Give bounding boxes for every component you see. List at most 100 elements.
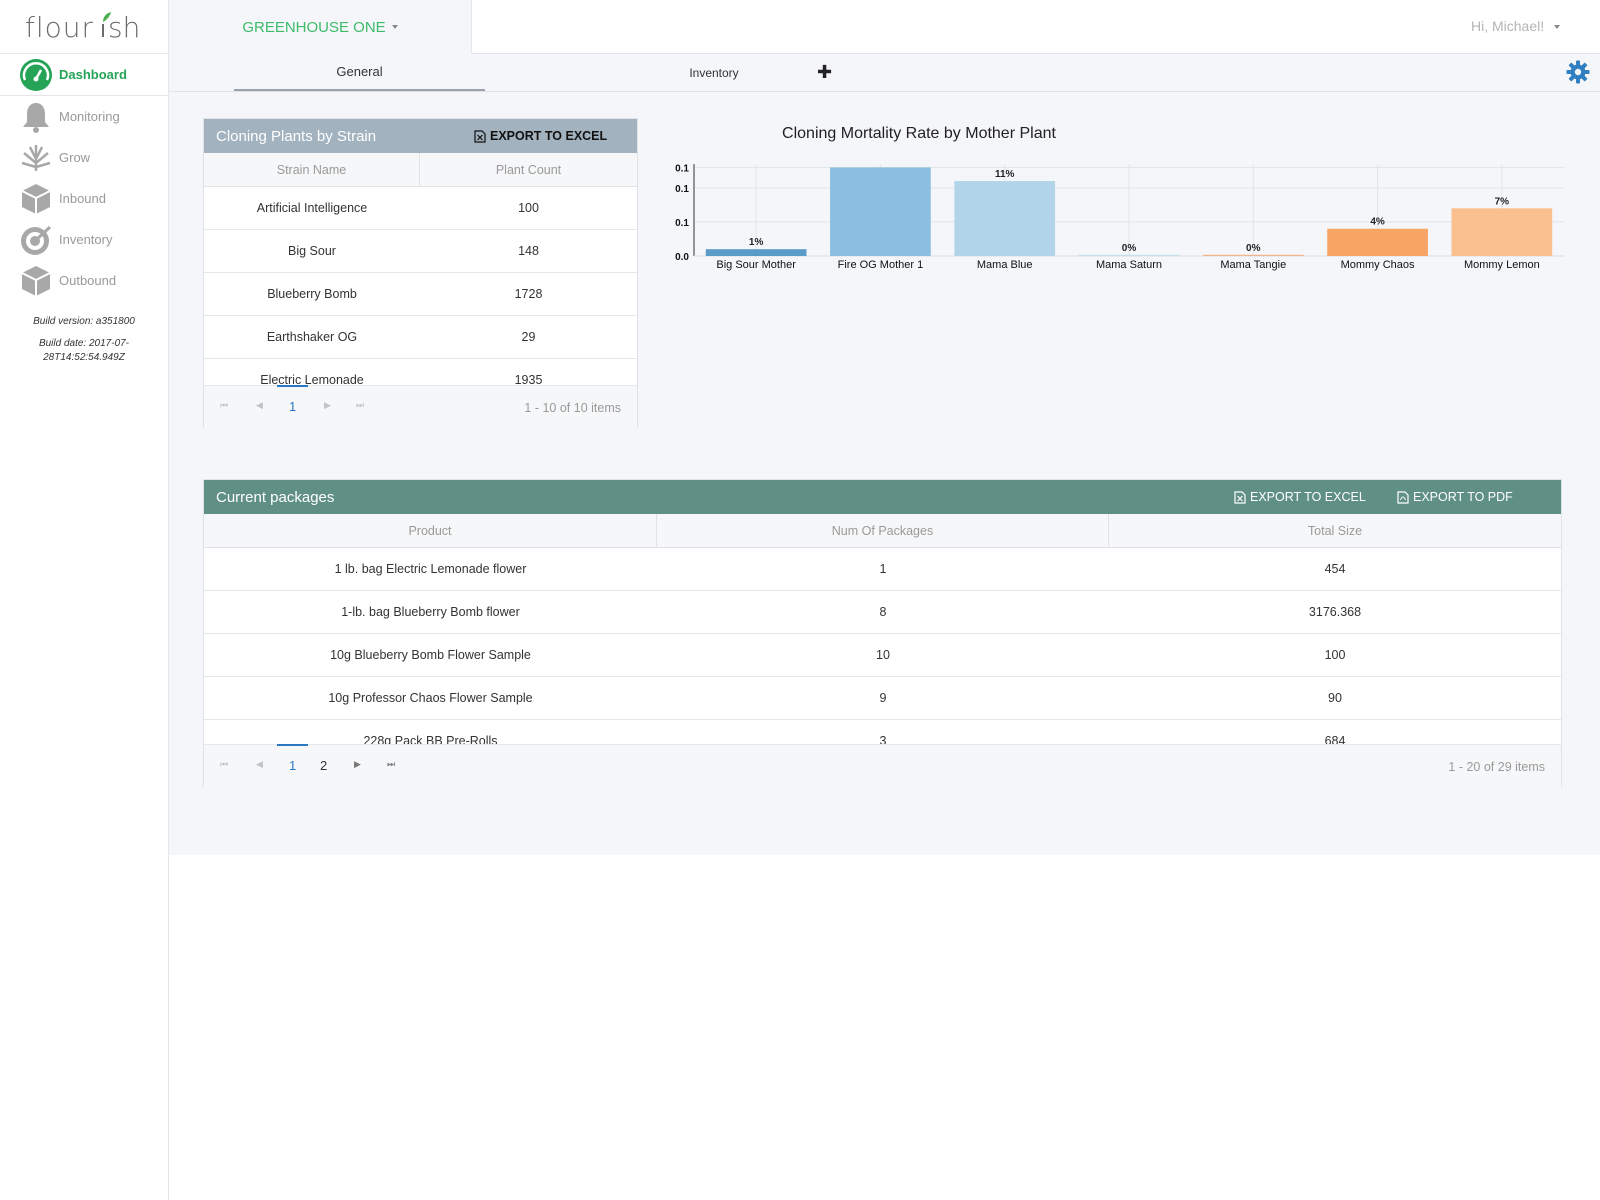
column-header-plant-count[interactable]: Plant Count xyxy=(495,162,562,177)
page-1-button[interactable]: 1 xyxy=(289,758,297,773)
first-page-icon[interactable]: ⏮ xyxy=(220,400,229,410)
strain-name-cell: Earthshaker OG xyxy=(266,330,358,344)
product-cell: 1-lb. bag Blueberry Bomb flower xyxy=(341,605,520,619)
first-page-icon[interactable]: ⏮ xyxy=(220,759,229,769)
next-page-icon[interactable]: ▶ xyxy=(324,400,331,410)
sidebar-item-monitoring[interactable]: Monitoring xyxy=(0,96,168,137)
sidebar-item-grow[interactable]: Grow xyxy=(0,137,168,178)
column-header-product[interactable]: Product xyxy=(204,514,657,547)
strain-grid-columns: Strain Name Plant Count xyxy=(204,153,637,187)
chart-title: Cloning Mortality Rate by Mother Plant xyxy=(782,125,1056,142)
packages-grid-columns: Product Num Of Packages Total Size xyxy=(204,514,1561,548)
total-size-cell: 90 xyxy=(1328,691,1342,705)
strain-grid: Cloning Plants by Strain EXPORT TO EXCEL… xyxy=(203,118,638,429)
table-row[interactable]: 1 lb. bag Electric Lemonade flower 1 454 xyxy=(204,548,1561,591)
table-row[interactable]: 1-lb. bag Blueberry Bomb flower 8 3176.3… xyxy=(204,591,1561,634)
sidebar-item-label: Monitoring xyxy=(59,109,120,124)
x-tick-label: Mommy Lemon xyxy=(1464,259,1540,271)
sidebar-item-inventory[interactable]: Inventory xyxy=(0,219,168,260)
box-out-icon xyxy=(18,263,53,298)
table-row[interactable]: Earthshaker OG 29 xyxy=(204,316,637,359)
export-excel-label: EXPORT TO EXCEL xyxy=(490,129,608,143)
plant-count-cell: 148 xyxy=(518,244,539,258)
num-packages-cell: 8 xyxy=(879,605,887,619)
packages-grid: Current packages EXPORT TO EXCEL EXPORT … xyxy=(203,479,1562,788)
sidebar: flour sh Dashboard Monitoring xyxy=(0,0,169,1200)
facility-selector[interactable]: GREENHOUSE ONE xyxy=(169,0,472,54)
scroll-indicator xyxy=(277,744,308,746)
last-page-icon[interactable]: ⏭ xyxy=(356,400,365,410)
sidebar-item-inbound[interactable]: Inbound xyxy=(0,178,168,219)
bar xyxy=(1202,254,1304,256)
user-menu[interactable]: Hi, Michael! xyxy=(1471,18,1560,34)
excel-file-icon xyxy=(474,129,486,143)
column-header-total-size[interactable]: Total Size xyxy=(1307,523,1363,538)
prev-page-icon[interactable]: ◀ xyxy=(256,759,263,769)
tab-inventory[interactable]: Inventory xyxy=(689,65,739,80)
excel-file-icon xyxy=(1234,490,1246,504)
column-header-num-packages[interactable]: Num Of Packages xyxy=(657,514,1109,547)
bar xyxy=(830,167,931,256)
total-size-cell: 100 xyxy=(1324,648,1346,662)
page-1-button[interactable]: 1 xyxy=(289,399,297,414)
dashboard-tabs: General Inventory ✚ xyxy=(169,54,1600,92)
tab-general[interactable]: General xyxy=(234,54,485,91)
bar-data-label: 11% xyxy=(995,169,1015,180)
bell-icon xyxy=(18,99,53,134)
bar xyxy=(954,181,1056,256)
num-packages-cell: 3 xyxy=(879,734,887,744)
add-tab-button[interactable]: ✚ xyxy=(817,62,833,82)
bar xyxy=(1078,254,1180,256)
last-page-icon[interactable]: ⏭ xyxy=(387,759,396,769)
table-row[interactable]: 228g Pack BB Pre-Rolls 3 684 xyxy=(204,720,1561,744)
leaf-icon xyxy=(18,140,53,175)
plant-count-cell: 1935 xyxy=(514,373,543,385)
num-packages-cell: 9 xyxy=(879,691,887,705)
table-row[interactable]: Blueberry Bomb 1728 xyxy=(204,273,637,316)
sidebar-item-label: Grow xyxy=(59,150,91,165)
export-excel-button[interactable]: EXPORT TO EXCEL xyxy=(474,119,607,153)
x-tick-label: Mommy Chaos xyxy=(1341,259,1415,271)
sidebar-item-dashboard[interactable]: Dashboard xyxy=(0,54,168,96)
table-row[interactable]: 10g Professor Chaos Flower Sample 9 90 xyxy=(204,677,1561,720)
x-tick-label: Big Sour Mother xyxy=(716,259,796,271)
product-cell: 10g Professor Chaos Flower Sample xyxy=(328,691,533,705)
x-tick-label: Fire OG Mother 1 xyxy=(838,259,924,271)
gear-icon[interactable] xyxy=(1566,60,1590,89)
bar-data-label: 0% xyxy=(1122,243,1137,254)
table-row[interactable]: Artificial Intelligence 100 xyxy=(204,187,637,230)
page-2-button[interactable]: 2 xyxy=(320,758,328,773)
pager-info: 1 - 20 of 29 items xyxy=(1448,760,1545,774)
export-excel-button[interactable]: EXPORT TO EXCEL xyxy=(1234,480,1366,514)
table-row[interactable]: 10g Blueberry Bomb Flower Sample 10 100 xyxy=(204,634,1561,677)
y-tick-label: 0.1 xyxy=(675,184,689,195)
svg-text:sh: sh xyxy=(108,11,140,44)
bar-data-label: 7% xyxy=(1495,196,1510,207)
sidebar-item-label: Outbound xyxy=(59,273,117,288)
table-row[interactable]: Big Sour 148 xyxy=(204,230,637,273)
product-cell: 1 lb. bag Electric Lemonade flower xyxy=(334,562,527,576)
x-tick-label: Mama Blue xyxy=(977,259,1033,271)
x-tick-label: Mama Saturn xyxy=(1096,259,1162,271)
strain-name-cell: Electric Lemonade xyxy=(260,373,364,385)
total-size-cell: 454 xyxy=(1324,562,1346,576)
dashboard-gauge-icon xyxy=(18,57,53,92)
table-row[interactable]: Electric Lemonade 1935 xyxy=(204,359,637,385)
packages-grid-title: Current packages xyxy=(216,488,335,506)
user-greeting: Hi, Michael! xyxy=(1470,18,1545,34)
export-pdf-button[interactable]: EXPORT TO PDF xyxy=(1397,480,1513,514)
total-size-cell: 3176.368 xyxy=(1308,605,1362,619)
dashboard-content: Cloning Plants by Strain EXPORT TO EXCEL… xyxy=(169,92,1600,855)
svg-text:flour: flour xyxy=(25,11,94,44)
column-header-strain-name[interactable]: Strain Name xyxy=(204,153,420,186)
top-header: GREENHOUSE ONE Hi, Michael! xyxy=(169,0,1600,54)
sidebar-item-outbound[interactable]: Outbound xyxy=(0,260,168,301)
strain-grid-header: Cloning Plants by Strain EXPORT TO EXCEL xyxy=(204,119,637,153)
next-page-icon[interactable]: ▶ xyxy=(354,759,361,769)
plant-count-cell: 100 xyxy=(518,201,539,215)
y-tick-label: 0.1 xyxy=(675,218,689,229)
prev-page-icon[interactable]: ◀ xyxy=(256,400,263,410)
plant-count-cell: 1728 xyxy=(514,287,543,301)
app-logo[interactable]: flour sh xyxy=(0,0,168,54)
bar-data-label: 0% xyxy=(1246,243,1261,254)
